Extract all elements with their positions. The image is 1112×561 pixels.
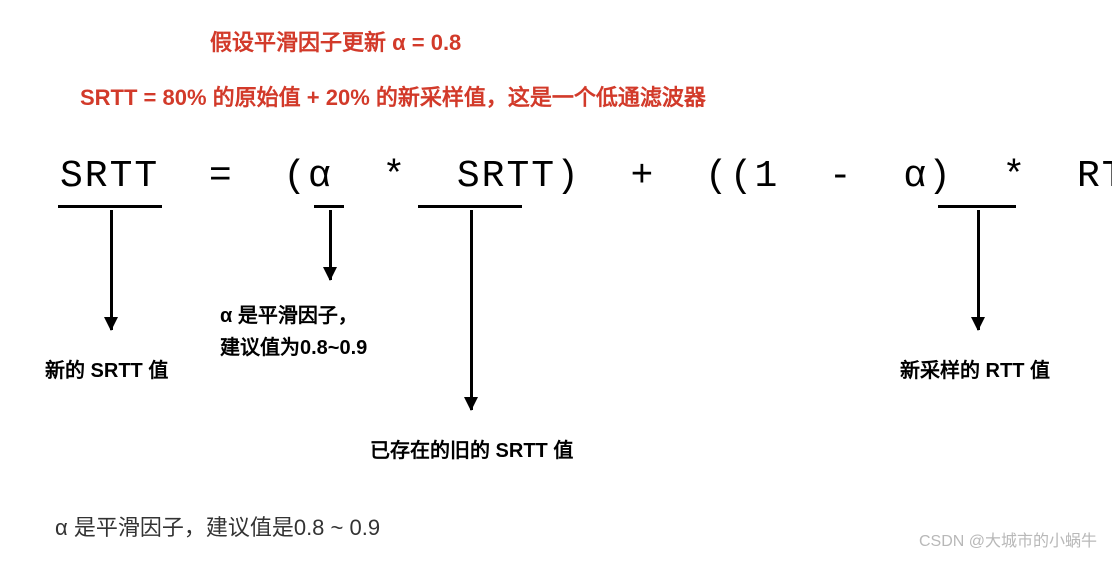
underline-srtt-left — [58, 205, 162, 208]
anno-alpha: α 是平滑因子， 建议值为0.8~0.9 — [220, 300, 367, 364]
arrow-srtt-old — [470, 210, 473, 410]
anno-alpha-line1: α 是平滑因子， — [220, 305, 358, 327]
header-line-2: SRTT = 80% 的原始值 + 20% 的新采样值，这是一个低通滤波器 — [80, 80, 706, 112]
anno-srtt-left: 新的 SRTT 值 — [45, 355, 168, 387]
underline-srtt-old — [418, 205, 522, 208]
bottom-note: α 是平滑因子，建议值是0.8 ~ 0.9 — [55, 510, 380, 542]
underline-rtt — [938, 205, 1016, 208]
srtt-formula: SRTT = (α * SRTT) + ((1 - α) * RTT) — [60, 155, 1112, 198]
anno-rtt: 新采样的 RTT 值 — [900, 355, 1050, 387]
arrow-rtt — [977, 210, 980, 330]
anno-srtt-old: 已存在的旧的 SRTT 值 — [370, 435, 573, 467]
anno-alpha-line2: 建议值为0.8~0.9 — [220, 337, 367, 359]
arrow-alpha — [329, 210, 332, 280]
header-line-1: 假设平滑因子更新 α = 0.8 — [210, 25, 461, 57]
arrow-srtt-left — [110, 210, 113, 330]
watermark: CSDN @大城市的小蜗牛 — [919, 527, 1097, 551]
underline-alpha — [314, 205, 344, 208]
